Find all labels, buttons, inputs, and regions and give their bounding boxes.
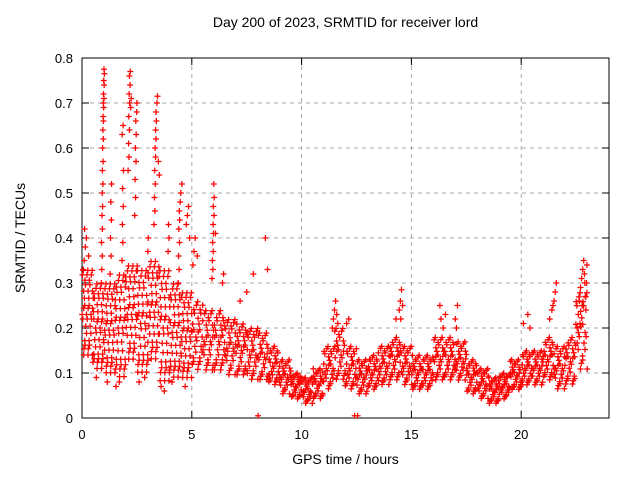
scatter-points bbox=[79, 66, 591, 419]
x-axis-label: GPS time / hours bbox=[292, 451, 399, 467]
y-tick-label: 0.5 bbox=[55, 186, 73, 201]
x-tick-label: 0 bbox=[78, 427, 85, 442]
y-tick-label: 0.1 bbox=[55, 366, 73, 381]
y-tick-label: 0.3 bbox=[55, 276, 73, 291]
y-tick-label: 0.6 bbox=[55, 141, 73, 156]
y-tick-label: 0.8 bbox=[55, 51, 73, 66]
x-tick-label: 10 bbox=[294, 427, 308, 442]
y-tick-label: 0 bbox=[66, 411, 73, 426]
y-tick-label: 0.7 bbox=[55, 96, 73, 111]
x-tick-label: 15 bbox=[404, 427, 418, 442]
plot-border bbox=[81, 57, 610, 419]
x-tick-label: 20 bbox=[514, 427, 528, 442]
y-tick-label: 0.2 bbox=[55, 321, 73, 336]
chart-title: Day 200 of 2023, SRMTID for receiver lor… bbox=[212, 14, 479, 30]
x-tick-label: 5 bbox=[188, 427, 195, 442]
y-tick-label: 0.4 bbox=[55, 231, 73, 246]
